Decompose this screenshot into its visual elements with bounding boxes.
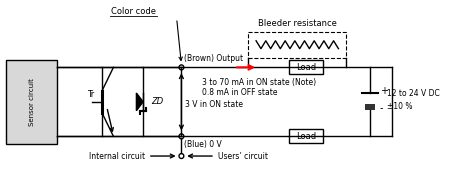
Text: ZD: ZD bbox=[151, 97, 163, 106]
Text: +: + bbox=[380, 86, 387, 96]
Text: Load: Load bbox=[296, 63, 316, 72]
Bar bbox=[288, 130, 323, 143]
Bar bbox=[288, 60, 323, 74]
Text: 3 to 70 mA in ON state (Note): 3 to 70 mA in ON state (Note) bbox=[202, 78, 317, 87]
Text: Color code: Color code bbox=[111, 7, 156, 16]
Text: Tr: Tr bbox=[87, 90, 94, 99]
Text: Bleeder resistance: Bleeder resistance bbox=[258, 19, 337, 28]
Text: Users’ circuit: Users’ circuit bbox=[218, 152, 268, 161]
Text: ±10 %: ±10 % bbox=[387, 102, 413, 111]
Bar bbox=[248, 32, 346, 58]
Text: 12 to 24 V DC: 12 to 24 V DC bbox=[387, 90, 440, 98]
Text: (Brown) Output: (Brown) Output bbox=[184, 54, 243, 63]
Text: 3 V in ON state: 3 V in ON state bbox=[185, 100, 243, 109]
Bar bbox=[365, 104, 375, 110]
Bar bbox=[6, 60, 57, 144]
Polygon shape bbox=[136, 93, 143, 111]
Text: Sensor circuit: Sensor circuit bbox=[28, 78, 35, 126]
Text: (Blue) 0 V: (Blue) 0 V bbox=[184, 140, 222, 149]
Text: -: - bbox=[380, 103, 383, 113]
Text: Internal circuit: Internal circuit bbox=[89, 152, 145, 161]
Text: Load: Load bbox=[296, 132, 316, 141]
Text: 0.8 mA in OFF state: 0.8 mA in OFF state bbox=[202, 88, 278, 97]
